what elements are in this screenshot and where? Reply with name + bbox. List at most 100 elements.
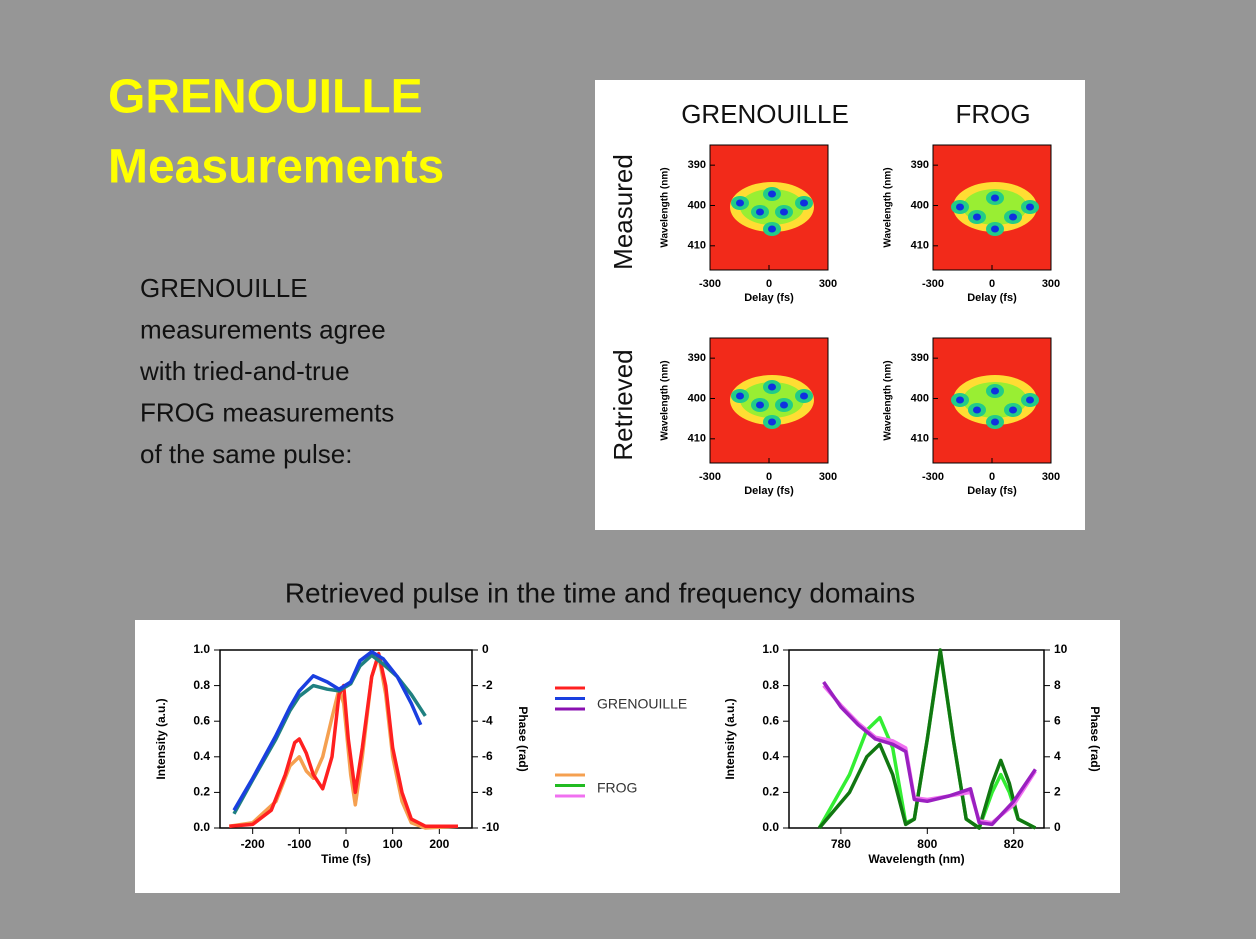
y-tick-label: 0.8 (193, 678, 210, 692)
trace-blob (736, 199, 744, 207)
trace-blob (800, 392, 808, 400)
trace-blob (956, 396, 964, 404)
x-tick-label: 300 (1042, 471, 1060, 483)
x-tick-label: -300 (699, 278, 721, 290)
series-line (232, 650, 423, 812)
y-tick-label: 410 (911, 240, 929, 252)
y2-tick-label: -2 (482, 678, 493, 692)
y2-tick-label: 0 (482, 642, 489, 656)
y-tick-label: 390 (911, 159, 929, 171)
y-tick-label: 410 (688, 240, 706, 252)
y-tick-label: 1.0 (193, 642, 210, 656)
y-tick-label: 0.4 (193, 749, 210, 763)
trace-blob (991, 194, 999, 202)
y-tick-label: 400 (688, 199, 706, 211)
y-tick-label: 1.0 (762, 642, 779, 656)
series-line (822, 681, 1037, 827)
y-tick-label: 400 (911, 392, 929, 404)
trace-blob (1026, 203, 1034, 211)
x-tick-label: 0 (766, 471, 772, 483)
y-tick-label: 0.8 (762, 678, 779, 692)
x-axis-label: Delay (fs) (744, 292, 794, 304)
y2-axis-label: Phase (rad) (1088, 706, 1102, 771)
trace-blob (756, 208, 764, 216)
y2-tick-label: 0 (1054, 820, 1061, 834)
y2-tick-label: 2 (1054, 785, 1061, 799)
plots-panel (135, 620, 1120, 893)
body-text: GRENOUILLE (140, 273, 308, 303)
trace-blob (991, 418, 999, 426)
legend-label: FROG (597, 780, 637, 796)
body-text: with tried-and-true (139, 356, 350, 386)
trace-blob (973, 406, 981, 414)
y2-tick-label: 8 (1054, 678, 1061, 692)
y2-tick-label: 4 (1054, 749, 1061, 763)
y2-tick-label: -4 (482, 713, 493, 727)
y-axis-label: Wavelength (nm) (660, 360, 671, 440)
x-tick-label: 300 (819, 471, 837, 483)
x-tick-label: 0 (766, 278, 772, 290)
trace-blob (800, 199, 808, 207)
slide-title: Measurements (108, 141, 444, 194)
y-tick-label: 0.2 (193, 785, 210, 799)
y2-tick-label: -10 (482, 820, 500, 834)
trace-blob (780, 401, 788, 409)
x-tick-label: -300 (922, 471, 944, 483)
y2-tick-label: 10 (1054, 642, 1068, 656)
caption: Retrieved pulse in the time and frequenc… (285, 577, 915, 608)
x-tick-label: 820 (1004, 837, 1024, 851)
x-tick-label: -200 (241, 837, 265, 851)
trace-blob (736, 392, 744, 400)
plot-frame (788, 649, 1045, 829)
trace-blob (1009, 406, 1017, 414)
y-tick-label: 390 (688, 352, 706, 364)
x-tick-label: 200 (429, 837, 449, 851)
y-tick-label: 0.2 (762, 785, 779, 799)
y-axis-label: Intensity (a.u.) (723, 698, 737, 779)
x-tick-label: 0 (343, 837, 350, 851)
row-title: Measured (608, 154, 638, 270)
x-axis-label: Delay (fs) (967, 292, 1017, 304)
x-tick-label: -300 (922, 278, 944, 290)
y-tick-label: 0.4 (762, 749, 779, 763)
trace-blob (768, 190, 776, 198)
slide-title: GRENOUILLE (108, 71, 423, 124)
y-tick-label: 410 (911, 433, 929, 445)
x-tick-label: -300 (699, 471, 721, 483)
body-text: of the same pulse: (140, 439, 352, 469)
x-tick-label: 0 (989, 278, 995, 290)
x-axis-label: Time (fs) (321, 852, 371, 866)
y2-tick-label: -6 (482, 749, 493, 763)
y-tick-label: 390 (911, 352, 929, 364)
series-line (817, 648, 1037, 830)
x-tick-label: 780 (831, 837, 851, 851)
body-text: FROG measurements (140, 397, 394, 427)
x-axis-label: Delay (fs) (744, 485, 794, 497)
y2-tick-label: 6 (1054, 713, 1061, 727)
y-tick-label: 400 (911, 199, 929, 211)
y-tick-label: 0.0 (762, 820, 779, 834)
y2-axis-label: Phase (rad) (516, 706, 530, 771)
y-tick-label: 410 (688, 433, 706, 445)
trace-blob (1026, 396, 1034, 404)
body-text: measurements agree (140, 314, 386, 344)
trace-blob (973, 213, 981, 221)
x-tick-label: 0 (989, 471, 995, 483)
y-tick-label: 390 (688, 159, 706, 171)
legend-label: GRENOUILLE (597, 696, 687, 712)
row-title: Retrieved (608, 349, 638, 460)
x-tick-label: 300 (819, 278, 837, 290)
y-axis-label: Intensity (a.u.) (154, 698, 168, 779)
x-tick-label: -100 (287, 837, 311, 851)
x-tick-label: 100 (383, 837, 403, 851)
x-tick-label: 800 (917, 837, 937, 851)
y-axis-label: Wavelength (nm) (883, 167, 894, 247)
y-tick-label: 0.0 (193, 820, 210, 834)
y-tick-label: 0.6 (193, 713, 210, 727)
trace-blob (780, 208, 788, 216)
column-title: FROG (955, 99, 1030, 129)
trace-blob (956, 203, 964, 211)
y-axis-label: Wavelength (nm) (660, 167, 671, 247)
